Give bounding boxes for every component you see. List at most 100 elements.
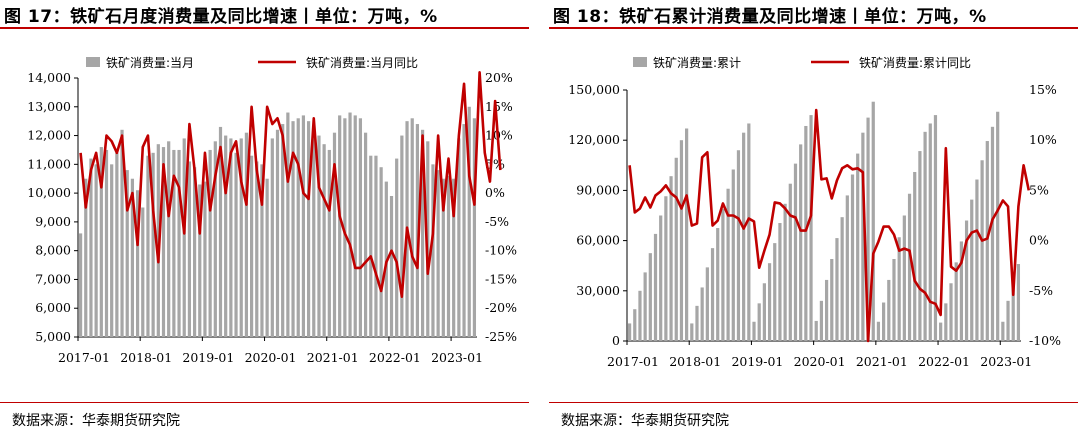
bar xyxy=(643,272,647,341)
bar xyxy=(861,132,865,341)
bar xyxy=(679,140,684,341)
y-left-tick-label: 90,000 xyxy=(576,182,620,197)
yoy-line xyxy=(628,108,1031,343)
y-left-tick-label: 13,000 xyxy=(27,99,71,114)
bar xyxy=(939,322,943,341)
bar xyxy=(814,320,818,341)
x-tick-label: 2023-01 xyxy=(431,350,483,365)
bar xyxy=(249,155,254,337)
bar xyxy=(876,321,881,341)
bar xyxy=(84,178,88,337)
bar xyxy=(281,124,285,338)
bar xyxy=(146,155,150,337)
figure-title: 图 17：铁矿石月度消费量及同比增速丨单位：万吨，% xyxy=(4,7,438,27)
y-right-tick-label: -15% xyxy=(485,271,517,286)
bar xyxy=(415,124,420,338)
bar xyxy=(959,241,963,341)
x-tick-label: 2022-01 xyxy=(369,350,421,365)
bar xyxy=(213,141,217,337)
bar xyxy=(244,132,249,337)
title-divider xyxy=(549,27,1078,29)
bar xyxy=(830,259,834,341)
x-tick-label: 2018-01 xyxy=(120,350,172,365)
bar xyxy=(265,178,269,337)
bar xyxy=(78,233,83,337)
bar xyxy=(695,305,699,341)
bar xyxy=(343,118,347,338)
y-right-tick-label: 20% xyxy=(485,70,513,85)
bar xyxy=(819,300,824,341)
bar xyxy=(374,155,378,337)
bar xyxy=(462,124,466,338)
bar xyxy=(638,290,642,341)
bar xyxy=(882,302,886,341)
bar xyxy=(177,149,181,337)
bar xyxy=(757,303,761,341)
data-source: 数据来源：华泰期货研究院 xyxy=(561,413,729,429)
figure-title: 图 18：铁矿石累计消费量及同比增速丨单位：万吨，% xyxy=(553,7,987,27)
bar xyxy=(441,178,445,337)
bar xyxy=(835,238,839,341)
bar xyxy=(685,128,689,341)
bar xyxy=(700,287,704,341)
y-right-tick-label: 15% xyxy=(485,99,513,114)
chart-panel-monthly: 图 17：铁矿石月度消费量及同比增速丨单位：万吨，% 5,000 6,000 7,0… xyxy=(0,0,529,431)
bar xyxy=(104,149,109,337)
bar xyxy=(332,132,337,337)
bar xyxy=(887,279,891,341)
bar xyxy=(218,126,223,337)
legend-bar-swatch xyxy=(86,57,100,67)
bar xyxy=(182,138,186,337)
x-tick-label: 2023-01 xyxy=(980,354,1032,369)
bar xyxy=(198,184,202,337)
legend: 铁矿消费量:累计 铁矿消费量:累计同比 xyxy=(633,56,971,70)
bar xyxy=(94,164,98,337)
y-right-tick-label: 5% xyxy=(1029,182,1049,197)
bar xyxy=(322,144,326,337)
y-right-tick-label: -25% xyxy=(485,329,517,344)
title-divider xyxy=(0,27,529,29)
bar xyxy=(457,138,461,337)
bar xyxy=(203,181,207,337)
bar xyxy=(312,126,316,337)
bar xyxy=(980,160,984,341)
bar xyxy=(897,237,901,341)
y-left-tick-label: 5,000 xyxy=(35,329,71,344)
bar xyxy=(664,196,668,341)
bar xyxy=(192,167,197,337)
bar xyxy=(773,243,777,341)
bar xyxy=(970,199,974,341)
bar xyxy=(115,152,119,337)
y-right-tick-label: -5% xyxy=(1029,283,1053,298)
bar xyxy=(400,135,404,337)
bar xyxy=(726,188,730,341)
bar xyxy=(301,115,306,338)
bar xyxy=(452,178,456,337)
bar xyxy=(913,171,917,341)
bar xyxy=(716,228,720,341)
bar xyxy=(467,106,471,338)
monthly-consumption-chart: 5,000 6,000 7,000 8,000 9,000 10,000 11,000 12,… xyxy=(27,56,517,365)
bar xyxy=(431,164,435,337)
y-left-tick-label: 60,000 xyxy=(576,233,620,248)
bar xyxy=(856,153,860,341)
bar xyxy=(918,151,922,341)
bar xyxy=(804,125,808,341)
bar xyxy=(778,223,782,341)
bar xyxy=(788,183,792,341)
y-right-tick-label: -10% xyxy=(1029,333,1061,348)
bar xyxy=(472,118,477,338)
bar xyxy=(907,193,912,341)
bar xyxy=(358,118,363,338)
bar xyxy=(648,253,652,341)
bar xyxy=(151,152,155,337)
legend-bar-swatch xyxy=(633,57,647,67)
x-tick-label: 2019-01 xyxy=(182,350,234,365)
bar xyxy=(270,138,274,337)
bar xyxy=(420,129,425,337)
bar xyxy=(446,175,451,337)
x-tick-label: 2017-01 xyxy=(607,354,659,369)
bar xyxy=(363,132,368,337)
y-left-tick-label: 12,000 xyxy=(27,128,71,143)
bar xyxy=(721,208,725,341)
